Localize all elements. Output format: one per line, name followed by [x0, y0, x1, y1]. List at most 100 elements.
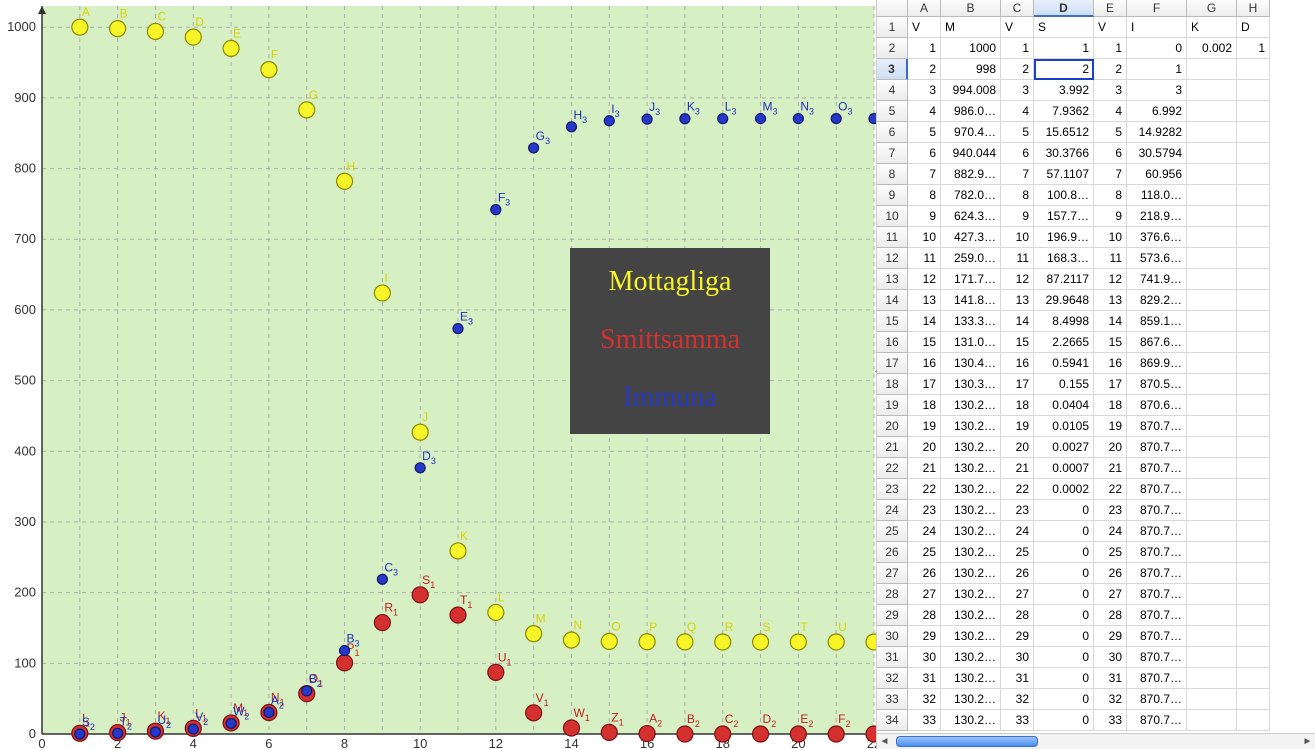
row-header[interactable]: 27 — [877, 563, 908, 584]
cell-D21[interactable]: 0.0027 — [1034, 437, 1094, 458]
cell-A12[interactable]: 11 — [908, 248, 941, 269]
cell-B23[interactable]: 130.2… — [941, 479, 1001, 500]
cell-F8[interactable]: 60.956 — [1127, 164, 1187, 185]
cell-D8[interactable]: 57.1107 — [1034, 164, 1094, 185]
data-point[interactable] — [340, 646, 350, 656]
cell-G13[interactable] — [1187, 269, 1237, 290]
cell-H19[interactable] — [1237, 395, 1270, 416]
cell-G6[interactable] — [1187, 122, 1237, 143]
cell-B21[interactable]: 130.2… — [941, 437, 1001, 458]
data-point[interactable] — [188, 724, 198, 734]
cell-G24[interactable] — [1187, 500, 1237, 521]
cell-B26[interactable]: 130.2… — [941, 542, 1001, 563]
data-point[interactable] — [488, 604, 504, 620]
cell-D3[interactable]: 2 — [1034, 59, 1094, 80]
cell-C16[interactable]: 15 — [1001, 332, 1034, 353]
row-header[interactable]: 30 — [877, 626, 908, 647]
row-header[interactable]: 9 — [877, 185, 908, 206]
data-point[interactable] — [529, 143, 539, 153]
data-point[interactable] — [718, 114, 728, 124]
data-point[interactable] — [374, 615, 390, 631]
cell-D14[interactable]: 29.9648 — [1034, 290, 1094, 311]
cell-G12[interactable] — [1187, 248, 1237, 269]
row-header[interactable]: 28 — [877, 584, 908, 605]
row-header[interactable]: 2 — [877, 38, 908, 59]
cell-E13[interactable]: 12 — [1094, 269, 1127, 290]
cell-E8[interactable]: 7 — [1094, 164, 1127, 185]
data-point[interactable] — [488, 664, 504, 680]
cell-D12[interactable]: 168.3… — [1034, 248, 1094, 269]
cell-G31[interactable] — [1187, 647, 1237, 668]
cell-B14[interactable]: 141.8… — [941, 290, 1001, 311]
row-header[interactable]: 17 — [877, 353, 908, 374]
cell-F11[interactable]: 376.6… — [1127, 227, 1187, 248]
cell-B34[interactable]: 130.2… — [941, 710, 1001, 731]
cell-G2[interactable]: 0.002 — [1187, 38, 1237, 59]
data-point[interactable] — [866, 726, 876, 742]
data-point[interactable] — [337, 655, 353, 671]
row-header[interactable]: 20 — [877, 416, 908, 437]
cell-B8[interactable]: 882.9… — [941, 164, 1001, 185]
cell-E11[interactable]: 10 — [1094, 227, 1127, 248]
cell-G3[interactable] — [1187, 59, 1237, 80]
cell-G10[interactable] — [1187, 206, 1237, 227]
row-header[interactable]: 15 — [877, 311, 908, 332]
cell-C8[interactable]: 7 — [1001, 164, 1034, 185]
cell-F6[interactable]: 14.9282 — [1127, 122, 1187, 143]
row-header[interactable]: 25 — [877, 521, 908, 542]
cell-B5[interactable]: 986.0… — [941, 101, 1001, 122]
cell-A24[interactable]: 23 — [908, 500, 941, 521]
cell-F14[interactable]: 829.2… — [1127, 290, 1187, 311]
cell-H33[interactable] — [1237, 689, 1270, 710]
row-header[interactable]: 1 — [877, 17, 908, 38]
cell-A11[interactable]: 10 — [908, 227, 941, 248]
cell-E6[interactable]: 5 — [1094, 122, 1127, 143]
data-point[interactable] — [110, 21, 126, 37]
cell-E12[interactable]: 11 — [1094, 248, 1127, 269]
cell-E34[interactable]: 33 — [1094, 710, 1127, 731]
cell-G26[interactable] — [1187, 542, 1237, 563]
cell-E1[interactable]: V — [1094, 17, 1127, 38]
cell-E27[interactable]: 26 — [1094, 563, 1127, 584]
cell-E2[interactable]: 1 — [1094, 38, 1127, 59]
cell-E33[interactable]: 32 — [1094, 689, 1127, 710]
data-point[interactable] — [828, 634, 844, 650]
cell-A26[interactable]: 25 — [908, 542, 941, 563]
cell-E25[interactable]: 24 — [1094, 521, 1127, 542]
cell-H11[interactable] — [1237, 227, 1270, 248]
data-point[interactable] — [680, 114, 690, 124]
cell-E30[interactable]: 29 — [1094, 626, 1127, 647]
cell-H23[interactable] — [1237, 479, 1270, 500]
data-point[interactable] — [790, 634, 806, 650]
cell-A30[interactable]: 29 — [908, 626, 941, 647]
row-header[interactable]: 21 — [877, 437, 908, 458]
column-header-E[interactable]: E — [1094, 0, 1127, 17]
cell-C19[interactable]: 18 — [1001, 395, 1034, 416]
cell-E14[interactable]: 13 — [1094, 290, 1127, 311]
cell-A22[interactable]: 21 — [908, 458, 941, 479]
cell-G30[interactable] — [1187, 626, 1237, 647]
cell-E24[interactable]: 23 — [1094, 500, 1127, 521]
row-header[interactable]: 33 — [877, 689, 908, 710]
cell-F34[interactable]: 870.7… — [1127, 710, 1187, 731]
cell-C5[interactable]: 4 — [1001, 101, 1034, 122]
data-point[interactable] — [563, 632, 579, 648]
cell-F26[interactable]: 870.7… — [1127, 542, 1187, 563]
cell-G18[interactable] — [1187, 374, 1237, 395]
cell-A13[interactable]: 12 — [908, 269, 941, 290]
cell-C29[interactable]: 28 — [1001, 605, 1034, 626]
cell-D25[interactable]: 0 — [1034, 521, 1094, 542]
cell-C27[interactable]: 26 — [1001, 563, 1034, 584]
cell-B33[interactable]: 130.2… — [941, 689, 1001, 710]
cell-F10[interactable]: 218.9… — [1127, 206, 1187, 227]
cell-C33[interactable]: 32 — [1001, 689, 1034, 710]
cell-E5[interactable]: 4 — [1094, 101, 1127, 122]
cell-C21[interactable]: 20 — [1001, 437, 1034, 458]
cell-A20[interactable]: 19 — [908, 416, 941, 437]
cell-H18[interactable] — [1237, 374, 1270, 395]
row-header[interactable]: 10 — [877, 206, 908, 227]
cell-D4[interactable]: 3.992 — [1034, 80, 1094, 101]
cell-D1[interactable]: S — [1034, 17, 1094, 38]
cell-B10[interactable]: 624.3… — [941, 206, 1001, 227]
cell-H32[interactable] — [1237, 668, 1270, 689]
